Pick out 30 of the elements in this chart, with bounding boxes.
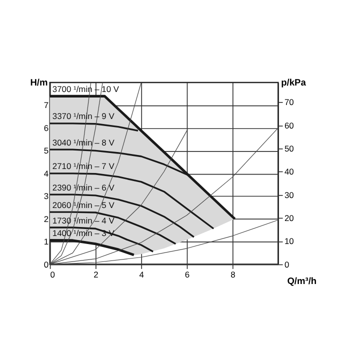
series-label: 2390 ¹/min – 6 V: [52, 182, 115, 192]
y2-tick-label: 0: [284, 259, 290, 270]
y2-axis-title: p/kPa: [281, 78, 307, 88]
x-axis-title: Q/m³/h: [287, 276, 317, 286]
y-tick-label: 0: [44, 259, 49, 270]
y2-tick-label: 50: [284, 143, 294, 154]
series-label: 1730 ¹/min – 4 V: [52, 215, 115, 226]
y-tick-label: 6: [44, 122, 49, 133]
series-label: 2060 ¹/min – 5 V: [52, 200, 115, 210]
y2-tick-label: 20: [284, 212, 294, 223]
series-label: 3370 ¹/min – 9 V: [52, 111, 115, 122]
x-tick-label: 6: [184, 269, 190, 280]
y-tick-label: 7: [44, 100, 49, 110]
y-tick-label: 2: [44, 214, 49, 224]
series-label: 3040 ¹/min – 8 V: [52, 137, 115, 148]
x-tick-label: 4: [139, 269, 144, 280]
y-tick-label: 1: [44, 236, 49, 247]
y2-tick-label: 70: [284, 97, 294, 108]
y-axis-title: H/m: [30, 78, 48, 88]
x-tick-label: 2: [94, 269, 99, 280]
y2-tick-label: 10: [284, 236, 294, 246]
x-tick-label: 0: [50, 269, 56, 280]
x-tick-label: 8: [230, 269, 236, 280]
y-tick-label: 5: [44, 146, 49, 156]
y2-tick-label: 40: [284, 166, 294, 177]
y-tick-label: 4: [44, 168, 49, 178]
y2-tick-label: 30: [284, 190, 294, 200]
y2-tick-label: 60: [284, 120, 294, 130]
y-tick-label: 3: [44, 191, 49, 202]
series-label: 3700 ¹/min – 10 V: [52, 84, 120, 94]
